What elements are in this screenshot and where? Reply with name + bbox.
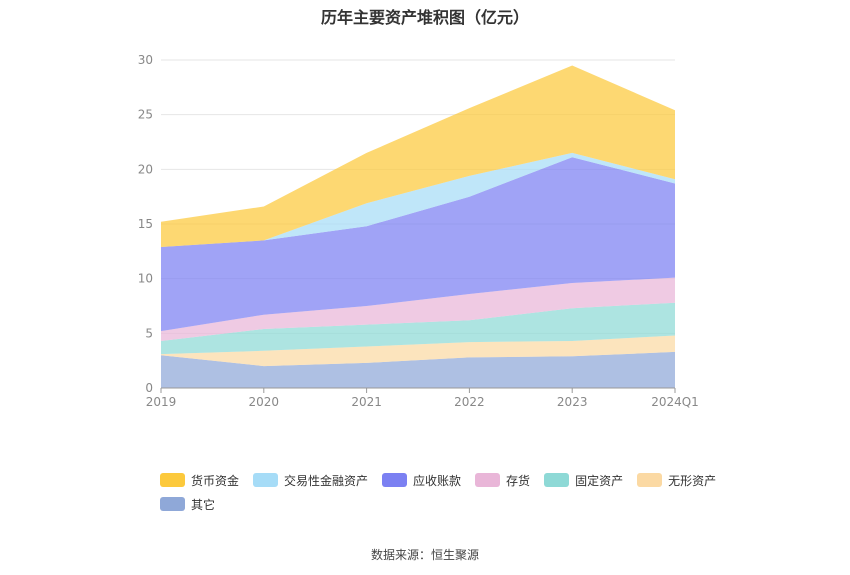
legend-label: 固定资产 [575,473,624,488]
legend-swatch [382,473,408,487]
area-series-应收账款 [161,157,675,332]
x-tick-label: 2024Q1 [651,395,699,409]
area-series-固定资产 [161,302,675,355]
x-tick-label: 2021 [351,395,382,409]
chart-title: 历年主要资产堆积图（亿元） [320,8,529,27]
legend-item[interactable]: 无形资产 [637,472,716,488]
legend-swatch [544,473,570,487]
series-areas [161,65,675,388]
y-tick-label: 15 [138,217,153,231]
legend-label: 交易性金融资产 [284,473,369,488]
legend-swatch [475,473,501,487]
data-source: 数据来源：恒生聚源 [370,548,479,562]
area-series-存货 [161,277,675,341]
x-tick-label: 2023 [557,395,588,409]
legend-swatch [160,473,185,487]
area-series-其它 [161,351,675,388]
x-tick-labels: 2019 2020 2021 2022 2023 2024Q1 [146,395,699,409]
legend-item[interactable]: 交易性金融资产 [253,472,368,488]
x-tick-label: 2022 [454,395,485,409]
legend-label: 无形资产 [668,473,717,488]
legend: 货币资金 交易性金融资产 应收账款 存货 固定资产 无形资产其它 [160,472,720,512]
axes [160,387,676,393]
y-tick-label: 25 [138,108,153,122]
legend-swatch [160,497,185,511]
stacked-area-chart: 0 5 10 15 20 25 30 2019 2020 2021 2022 2023 2024Q1 [138,53,699,409]
area-series-货币资金 [161,65,675,247]
legend-item[interactable]: 货币资金 [160,472,239,488]
y-tick-labels: 0 5 10 15 20 25 30 [138,53,153,395]
y-tick-label: 30 [138,53,153,67]
area-series-无形资产 [161,335,675,367]
legend-item[interactable]: 其它 [160,496,215,512]
legend-label: 货币资金 [191,473,240,488]
y-tick-label: 20 [138,162,153,176]
x-tick-label: 2019 [146,395,177,409]
y-tick-label: 5 [145,326,153,340]
y-tick-label: 10 [138,272,153,286]
legend-swatch [637,473,663,487]
area-series-交易性金融资产 [161,152,675,247]
legend-item[interactable]: 存货 [475,472,530,488]
x-tick-label: 2020 [249,395,280,409]
legend-item[interactable]: 应收账款 [382,472,461,488]
y-tick-label: 0 [145,381,153,395]
legend-label: 应收账款 [413,473,462,488]
legend-item[interactable]: 固定资产 [544,472,623,488]
legend-label: 其它 [191,497,216,512]
legend-swatch [253,473,279,487]
legend-label: 存货 [506,473,531,488]
